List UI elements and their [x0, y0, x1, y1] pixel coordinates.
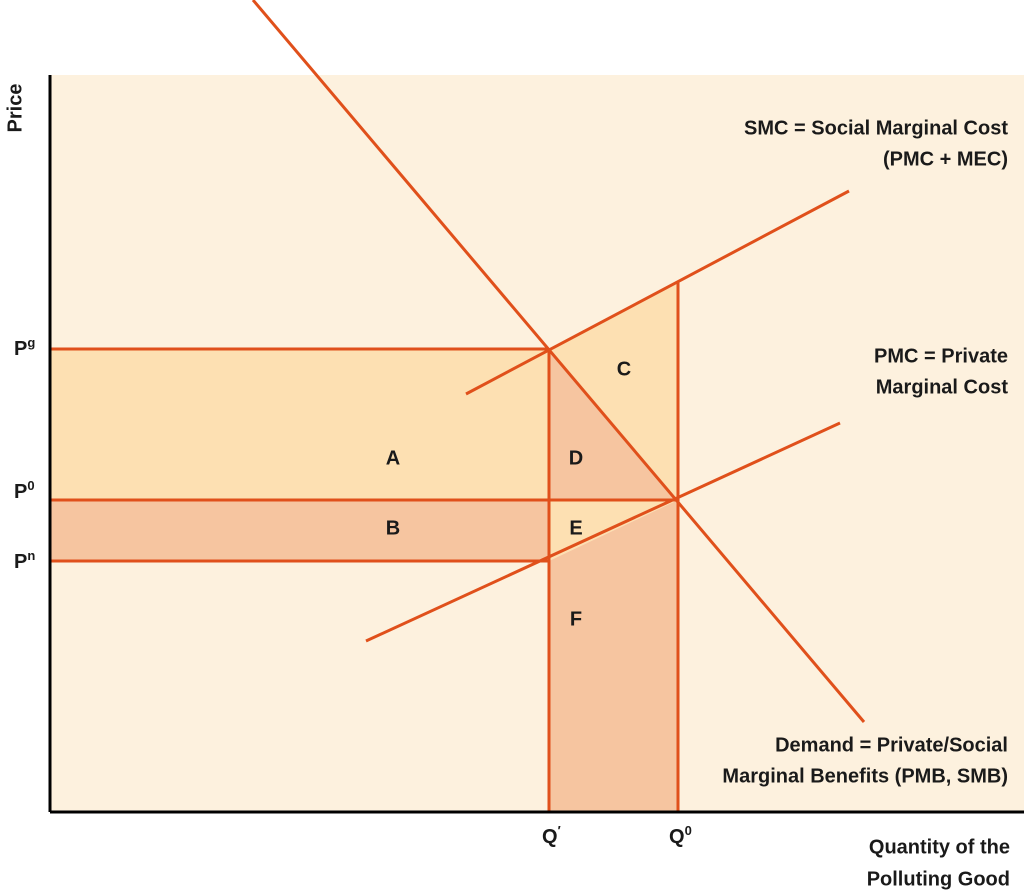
pmc-curve: [365, 421, 841, 643]
curve-label: Demand = Private/Social: [775, 734, 1008, 756]
price-label: Pn: [14, 548, 35, 573]
y-axis-title: Price: [4, 84, 26, 133]
demand-curve: [251, 0, 866, 723]
curve-label: (PMC + MEC): [883, 148, 1008, 170]
curve-label: SMC = Social Marginal Cost: [744, 117, 1008, 139]
curve-label: Marginal Cost: [876, 376, 1009, 398]
area-b: [50, 500, 549, 561]
area-label: D: [569, 447, 583, 469]
area-f: [549, 500, 678, 812]
smc-curve: [465, 189, 850, 396]
area-label: F: [570, 608, 582, 630]
curve-label: PMC = Private: [874, 345, 1008, 367]
x-axis-title: Polluting Good: [867, 868, 1010, 890]
area-label: B: [386, 517, 400, 539]
x-axis-title: Quantity of the: [869, 836, 1010, 858]
quantity-label: Q0: [669, 823, 692, 848]
area-label: A: [386, 447, 400, 469]
area-label: E: [569, 517, 582, 539]
area-c: [549, 282, 678, 500]
area-label: C: [617, 358, 631, 380]
area-a: [50, 349, 549, 500]
quantity-label: Q′: [542, 823, 561, 848]
price-label: Pg: [14, 335, 35, 360]
curve-label: Marginal Benefits (PMB, SMB): [722, 765, 1008, 787]
price-label: P0: [14, 478, 35, 503]
